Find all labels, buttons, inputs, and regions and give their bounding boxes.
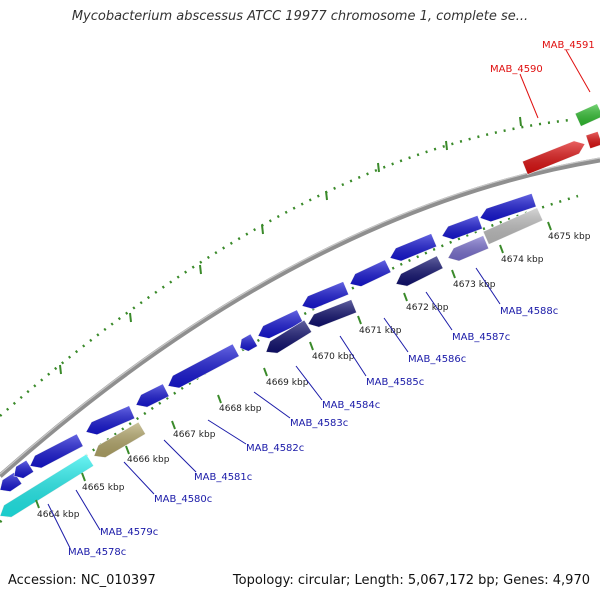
outer-gc-ticks: [59, 116, 522, 375]
gene-leader-line: [425, 291, 453, 331]
gene-label[interactable]: MAB_4591: [542, 40, 595, 51]
gene-shading: [258, 309, 303, 339]
map-title: Mycobacterium abscessus ATCC 19977 chrom…: [71, 9, 529, 24]
kbp-tick-mark: [125, 445, 130, 455]
backbone-ring: [0, 157, 600, 478]
kbp-tick-mark: [171, 420, 176, 430]
kbp-ticks: 4664 kbp 4665 kbp 4666 kbp 4667 kbp 4668 kbp…: [35, 221, 591, 520]
gc-tick: [377, 162, 380, 173]
gc-tick: [261, 224, 264, 235]
kbp-tick-label: 4666 kbp: [127, 455, 170, 465]
topology-text: Topology: circular; Length: 5,067,172 bp…: [232, 573, 590, 588]
gene-leader-line: [295, 365, 323, 401]
gene-leader-line: [519, 73, 539, 119]
gene-shading: [480, 193, 537, 222]
accession-text: Accession: NC_010397: [8, 573, 156, 588]
gene-shading: [396, 255, 444, 287]
gc-tick: [129, 312, 132, 323]
gene-leader-line: [339, 335, 367, 377]
gene-shading: [522, 140, 585, 175]
kbp-tick-label: 4667 kbp: [173, 430, 216, 440]
kbp-tick-label: 4671 kbp: [359, 326, 402, 336]
genes-layer: [0, 103, 600, 518]
gene-shading: [240, 333, 258, 352]
kbp-tick-mark: [35, 499, 40, 509]
gene-shading: [266, 320, 312, 354]
gene-shading: [308, 299, 357, 328]
kbp-tick-label: 4670 kbp: [312, 352, 355, 362]
kbp-tick-label: 4672 kbp: [406, 303, 449, 313]
kbp-tick-mark: [309, 341, 314, 351]
gene-label[interactable]: MAB_4586c: [408, 354, 466, 365]
backbone-highlight: [0, 157, 600, 475]
gene-label[interactable]: MAB_4581c: [194, 472, 252, 483]
gene-leader-line: [47, 503, 71, 549]
kbp-tick-mark: [263, 367, 268, 377]
gene-label[interactable]: MAB_4590: [490, 64, 543, 75]
gene-leader-line: [207, 419, 247, 445]
gc-tick: [199, 264, 202, 275]
kbp-tick-mark: [451, 269, 456, 279]
kbp-tick-label: 4675 kbp: [548, 232, 591, 242]
gene-shading: [168, 343, 240, 388]
gene-shading: [585, 131, 600, 149]
kbp-tick-label: 4674 kbp: [501, 255, 544, 265]
gc-tick: [59, 364, 62, 375]
gene-shading: [575, 103, 600, 127]
gene-label[interactable]: MAB_4587c: [452, 332, 510, 343]
gene-label[interactable]: MAB_4583c: [290, 418, 348, 429]
kbp-tick-mark: [547, 221, 552, 231]
kbp-tick-label: 4665 kbp: [82, 483, 125, 493]
gene-leader-line: [565, 49, 591, 93]
gene-labels: MAB_4578c MAB_4579c MAB_4580c MAB_4581c MAB_…: [47, 40, 595, 558]
kbp-tick-mark: [81, 472, 86, 482]
gc-tick: [519, 116, 522, 127]
gene-label[interactable]: MAB_4585c: [366, 377, 424, 388]
gene-shading: [30, 433, 84, 469]
gene-shading: [448, 235, 489, 261]
gene-leader-line: [75, 489, 101, 531]
gene-leader-line: [383, 317, 409, 353]
gene-label[interactable]: MAB_4579c: [100, 527, 158, 538]
gene-leader-line: [253, 391, 291, 419]
gene-shading: [94, 422, 146, 458]
gc-tick: [445, 140, 448, 151]
gene-shading: [0, 472, 22, 492]
gene-label[interactable]: MAB_4584c: [322, 400, 380, 411]
gene-label[interactable]: MAB_4580c: [154, 494, 212, 505]
gene-label[interactable]: MAB_4578c: [68, 547, 126, 558]
gene-shading: [0, 454, 94, 518]
gene-shading: [390, 233, 437, 262]
gene-shading: [350, 259, 391, 287]
inner-gc-ring: [0, 194, 579, 523]
gene-shading: [302, 281, 349, 310]
gene-shading: [136, 383, 170, 408]
gene-leader-line: [475, 267, 501, 305]
kbp-tick-label: 4664 kbp: [37, 510, 80, 520]
gene-shading: [86, 405, 135, 435]
gene-label[interactable]: MAB_4582c: [246, 443, 304, 454]
gene-shading: [14, 460, 34, 479]
kbp-tick-label: 4673 kbp: [453, 280, 496, 290]
kbp-tick-label: 4669 kbp: [266, 378, 309, 388]
kbp-tick-mark: [217, 394, 222, 404]
kbp-tick-label: 4668 kbp: [219, 404, 262, 414]
gene-label[interactable]: MAB_4588c: [500, 306, 558, 317]
gene-leader-line: [123, 461, 155, 495]
outer-gc-ring: [0, 118, 571, 417]
gene-leader-line: [163, 439, 197, 473]
kbp-tick-mark: [499, 244, 504, 254]
kbp-tick-mark: [357, 315, 362, 325]
gene-shading: [483, 207, 543, 245]
gene-shading: [442, 215, 483, 240]
kbp-tick-mark: [403, 292, 408, 302]
gc-tick: [325, 190, 328, 201]
